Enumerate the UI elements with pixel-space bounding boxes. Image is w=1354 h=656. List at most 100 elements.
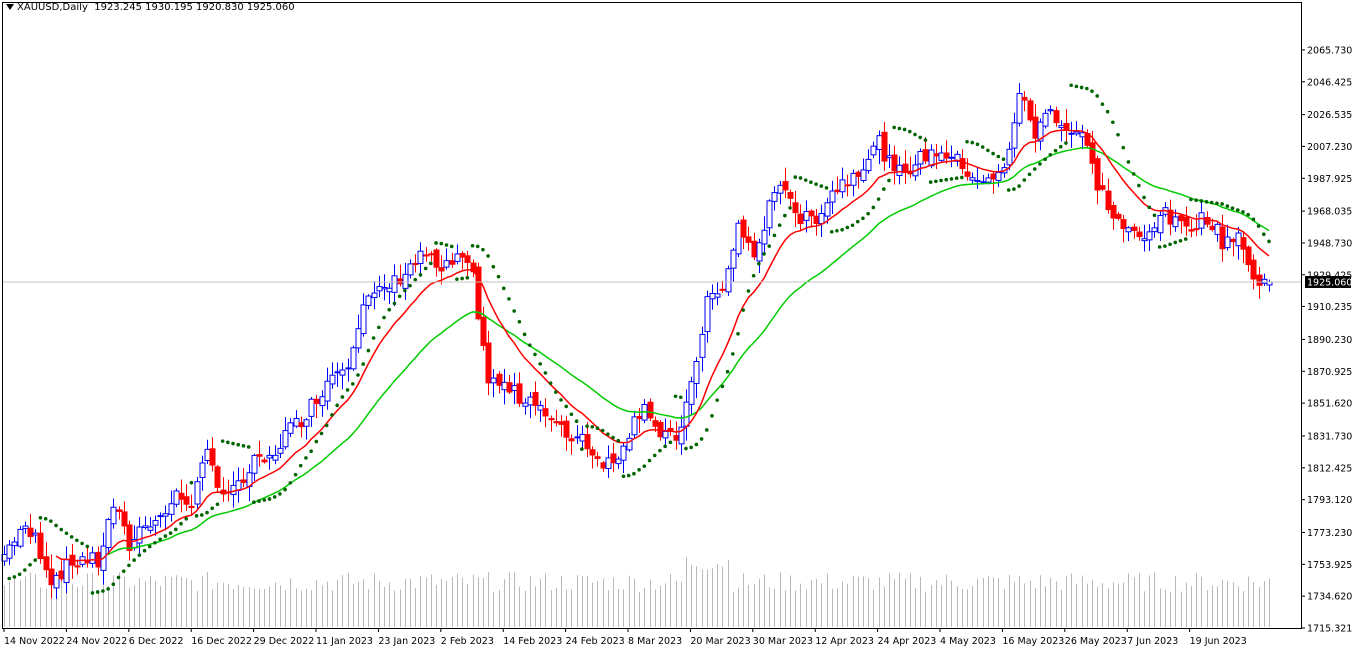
candle-body [1230,238,1237,243]
sar-dot [684,446,688,451]
sar-dot [798,176,803,180]
sar-dot [803,178,808,182]
candle [308,396,315,427]
y-tick-label: 1987.925 [1307,174,1352,185]
candle [230,471,237,508]
candle-body [272,454,279,461]
candle-body [501,381,508,391]
candle-body [860,169,867,182]
candle-body [761,229,768,245]
sar-dot [345,388,350,392]
candle-body [480,316,487,347]
candle [496,371,503,394]
sar-dot [741,308,746,312]
candle-body [475,266,482,320]
candle-body [943,152,950,159]
candle [725,265,732,296]
candle-body [813,215,820,224]
candle [371,281,378,310]
candle [256,440,263,467]
candle [251,453,258,481]
sar-dot [606,432,610,436]
candle [1224,224,1231,251]
candle-body [438,267,445,272]
candle-body [568,438,575,442]
sar-dot [33,558,38,562]
candle [1266,279,1273,292]
sar-dot [1032,167,1037,171]
sar-dot [304,456,308,460]
candle-body [995,172,1002,181]
sar-dot [49,519,53,523]
sar-dot [1090,89,1094,93]
candle-body [1027,100,1034,121]
candle-body [964,171,971,177]
sar-dot [621,474,626,479]
candle-body [1105,190,1112,211]
sar-dot [663,444,667,449]
sar-dot [1178,238,1183,243]
sar-dot [470,243,475,248]
sar-dot [527,343,532,347]
candle-body [876,135,883,150]
time-axis: 14 Nov 2022 24 Nov 2022 6 Dec 2022 16 Dec 2… [3,628,1247,647]
sar-dot [1064,141,1068,145]
sar-dot [465,276,470,280]
sar-dot [1251,217,1256,222]
sar-dot [1261,232,1266,237]
sar-dot [736,331,740,336]
candle [433,248,440,277]
chart-title: XAUUSD,Daily 1923.245 1930.195 1920.830 … [6,2,295,13]
x-tick-label: 2 Feb 2023 [441,636,494,647]
candle [178,479,185,513]
dropdown-arrow-icon[interactable] [6,4,14,10]
y-tick-label: 1734.620 [1307,592,1352,603]
x-tick-label: 19 Jun 2023 [1190,636,1247,647]
sar-dot [69,535,74,539]
sar-dot [356,373,360,377]
candle [11,536,18,556]
sar-dot [449,244,454,249]
candle-body [63,559,70,584]
candle [938,145,945,163]
sar-dot [980,145,985,149]
candle [313,394,320,418]
candle-body [537,405,544,411]
sar-dot [626,473,631,478]
candle-body [454,253,461,262]
candle [870,141,877,159]
candle-body [121,511,128,527]
sar-dot [533,352,537,357]
candle-body [522,402,529,407]
sar-dot [548,381,553,385]
candle-body [839,179,846,193]
slow-moving-average-line [107,146,1270,556]
candle [324,367,331,410]
sar-dot [1131,172,1136,176]
candle-body [1219,226,1226,250]
candle-body [261,459,268,463]
sar-dot [324,423,329,428]
sar-dot [569,412,574,417]
sar-dot [1163,244,1167,248]
candle [443,248,450,270]
sar-dot [168,531,173,535]
candle-body [303,419,310,427]
candle-body [32,532,39,536]
candle-body [178,492,185,500]
sar-dot [668,440,673,445]
candle-body [1224,236,1231,249]
sar-dot [132,558,136,562]
sar-dot [939,178,943,183]
candle [417,242,424,277]
candle [1006,142,1013,171]
candle [287,418,294,437]
candle-body [928,149,935,167]
candle [985,173,992,185]
candle-body [704,296,711,333]
candle-body [433,249,440,268]
sar-dot [444,243,449,247]
candle-body [1146,231,1153,241]
candle-body [1157,214,1164,234]
